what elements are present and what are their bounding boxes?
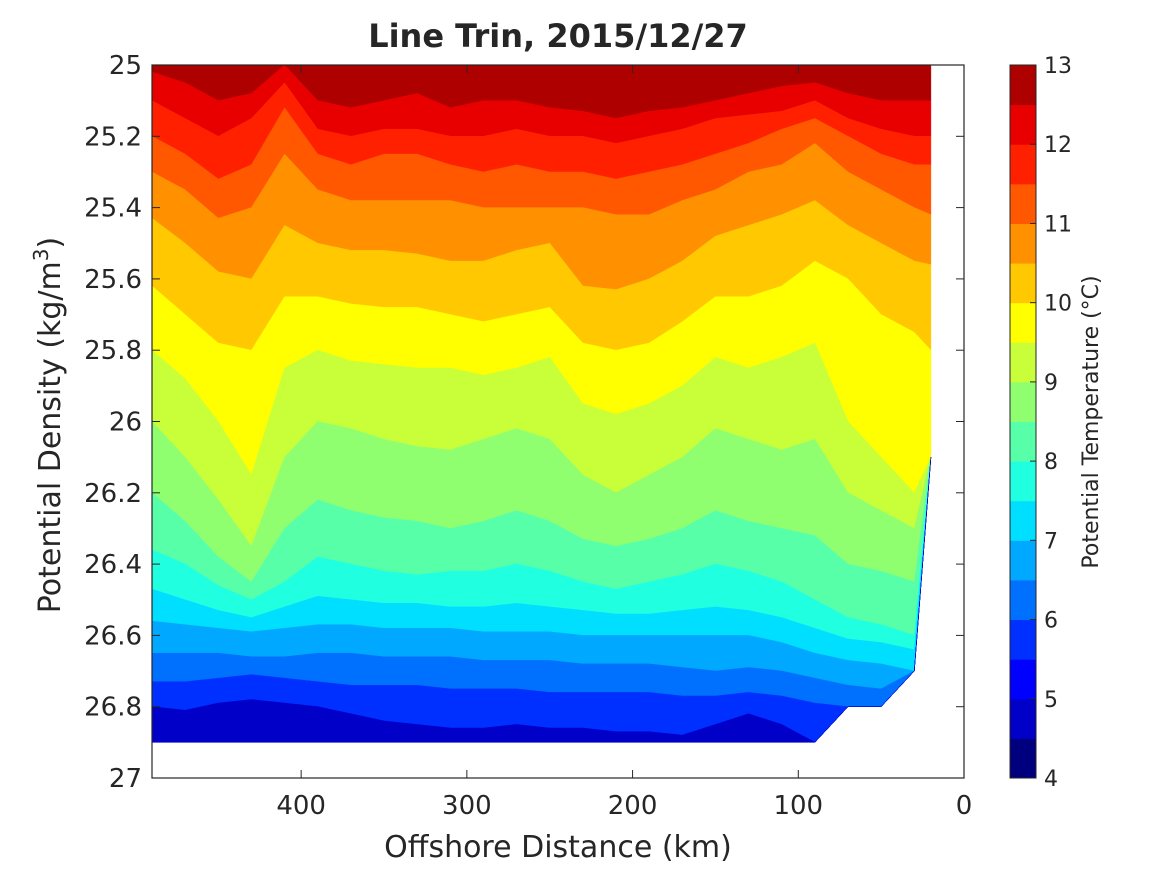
y-tick-label: 26.4 bbox=[84, 550, 142, 580]
x-tick-label: 100 bbox=[773, 791, 823, 821]
colorbar-segment bbox=[1010, 342, 1036, 383]
colorbar-segment bbox=[1010, 738, 1036, 779]
colorbar-segment bbox=[1010, 579, 1036, 621]
colorbar-segment bbox=[1010, 104, 1036, 145]
x-tick-label: 200 bbox=[608, 791, 658, 821]
colorbar-segment bbox=[1010, 144, 1036, 185]
colorbar-tick-label: 5 bbox=[1044, 688, 1058, 713]
colorbar-segment bbox=[1010, 659, 1036, 700]
y-tick-label: 25.4 bbox=[84, 194, 142, 224]
colorbar-label: Potential Temperature (°C) bbox=[1079, 275, 1104, 568]
colorbar-frame bbox=[1009, 64, 1037, 779]
colorbar-tick-label: 10 bbox=[1044, 292, 1072, 317]
colorbar-segment bbox=[1010, 500, 1036, 541]
y-tick-label: 27 bbox=[109, 764, 142, 794]
y-tick-label: 25.6 bbox=[84, 265, 142, 295]
y-tick-label: 25 bbox=[109, 51, 142, 81]
colorbar-segment bbox=[1010, 540, 1036, 581]
colorbar-tick-label: 7 bbox=[1044, 529, 1058, 554]
colorbar-tick-label: 4 bbox=[1044, 767, 1058, 792]
x-tick-label: 0 bbox=[956, 791, 973, 821]
colorbar-segment bbox=[1010, 302, 1036, 343]
colorbar-segment bbox=[1010, 619, 1036, 660]
colorbar-tick-label: 9 bbox=[1044, 371, 1058, 396]
contour-fill-layer bbox=[152, 65, 932, 743]
colorbar-segment bbox=[1010, 65, 1036, 106]
colorbar-segment bbox=[1010, 421, 1036, 462]
x-tick-label: 300 bbox=[442, 791, 492, 821]
y-tick-label: 25.8 bbox=[84, 336, 142, 366]
y-tick-label: 26.2 bbox=[84, 479, 142, 509]
colorbar-segment bbox=[1010, 223, 1036, 264]
chart-title: Line Trin, 2015/12/27 bbox=[368, 17, 748, 55]
x-tick-label: 400 bbox=[276, 791, 326, 821]
colorbar-segment bbox=[1010, 461, 1036, 502]
y-axis-label: Potential Density (kg/m3) bbox=[29, 237, 68, 613]
y-tick-label: 26 bbox=[109, 408, 142, 438]
colorbar-segment bbox=[1010, 381, 1036, 422]
x-axis-label: Offshore Distance (km) bbox=[384, 830, 732, 865]
y-tick-label: 25.2 bbox=[84, 122, 142, 152]
y-tick-label: 26.8 bbox=[84, 693, 142, 723]
colorbar: 4 5 6 7 8 9 10 11 12 13 bbox=[1009, 54, 1072, 792]
contour-band bbox=[152, 457, 932, 743]
colorbar-tick-label: 8 bbox=[1044, 450, 1058, 475]
y-axis-ticks: 25 25.2 25.4 25.6 25.8 26 26.2 26.4 26.6 26.8 27 bbox=[84, 51, 964, 794]
colorbar-tick-label: 6 bbox=[1044, 609, 1058, 634]
colorbar-segment bbox=[1010, 698, 1036, 739]
colorbar-tick-label: 11 bbox=[1044, 212, 1072, 237]
colorbar-tick-label: 13 bbox=[1044, 54, 1072, 79]
x-axis-ticks: 400 300 200 100 0 bbox=[276, 65, 972, 821]
y-tick-label: 26.6 bbox=[84, 621, 142, 651]
colorbar-segment bbox=[1010, 183, 1036, 224]
colorbar-segment bbox=[1010, 263, 1036, 304]
colorbar-tick-label: 12 bbox=[1044, 133, 1072, 158]
